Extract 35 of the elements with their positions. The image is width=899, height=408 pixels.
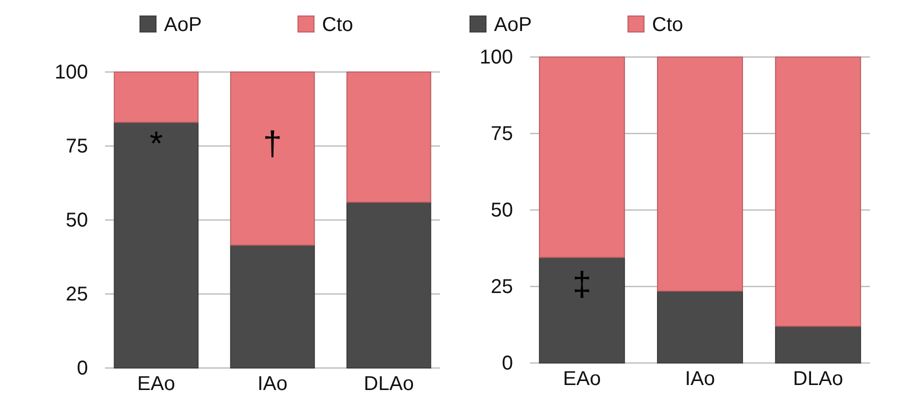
annotation: * — [150, 124, 163, 163]
legend-label: AoP — [164, 14, 202, 36]
bar — [775, 326, 862, 364]
bar — [657, 56, 743, 292]
y-tick-label: 100 — [54, 61, 88, 84]
legend-label: AoP — [494, 14, 532, 36]
bar — [114, 72, 199, 123]
y-tick-label: 100 — [480, 46, 513, 68]
annotation: † — [263, 124, 282, 163]
y-tick-label: 50 — [490, 199, 513, 222]
x-tick-label: IAo — [684, 368, 716, 390]
annotation: ‡ — [572, 265, 592, 304]
bar — [346, 202, 432, 368]
bar — [346, 72, 432, 203]
legend-label: Cto — [652, 14, 684, 36]
y-tick-label: 25 — [66, 283, 88, 306]
y-tick-label: 0 — [76, 357, 88, 380]
x-tick-label: IAo — [257, 373, 288, 396]
x-tick-label: EAo — [563, 368, 601, 390]
y-tick-label: 75 — [66, 135, 88, 158]
bar — [114, 122, 199, 368]
bar — [538, 256, 625, 364]
x-tick-label: EAo — [137, 373, 176, 396]
bar — [230, 72, 315, 246]
y-tick-label: 0 — [502, 352, 513, 374]
bar — [538, 56, 625, 258]
bar — [657, 290, 743, 364]
x-tick-label: DLAo — [793, 368, 844, 390]
y-tick-label: 25 — [490, 276, 513, 298]
y-tick-label: 50 — [66, 209, 88, 232]
legend-label: Cto — [322, 14, 354, 36]
bar — [775, 56, 862, 327]
x-tick-label: DLAo — [364, 373, 414, 396]
y-tick-label: 75 — [490, 122, 513, 145]
bar — [230, 244, 315, 368]
